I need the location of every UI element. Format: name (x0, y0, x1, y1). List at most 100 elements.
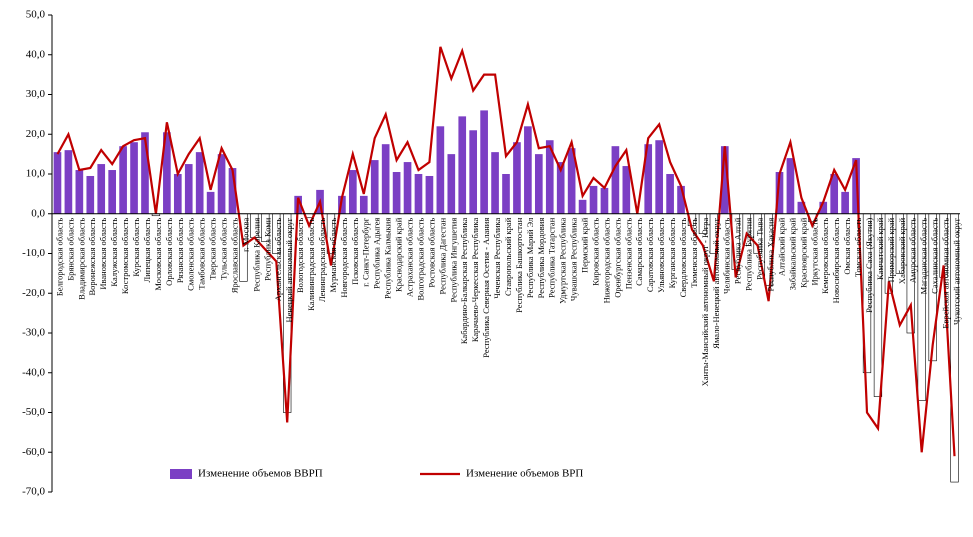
x-tick-label: Республика Мордовия (536, 218, 546, 299)
x-tick-label: Иркутская область (809, 218, 819, 286)
x-tick-label: Алтайский край (776, 217, 786, 276)
bar (513, 142, 521, 214)
x-tick-label: Республика Саха (Якутия) (864, 218, 874, 313)
x-tick-label: Новосибирская область (831, 218, 841, 304)
x-tick-label: Красноярский край (798, 217, 808, 288)
x-tick-label: Московская область (153, 218, 163, 291)
x-tick-label: Чукотский автономный округ (951, 217, 961, 325)
x-tick-label: Омская область (842, 218, 852, 275)
x-tick-label: Ямало-Ненецкий автономный округ (711, 217, 721, 348)
x-tick-label: г. Москва (240, 218, 250, 252)
x-tick-label: Хабаровский край (897, 217, 907, 284)
bar (720, 146, 729, 214)
bar (75, 170, 84, 214)
x-tick-label: Липецкая область (142, 218, 152, 283)
bar (403, 162, 412, 214)
line (56, 46, 956, 457)
bar (195, 152, 204, 214)
x-tick-label: Приморский край (886, 217, 896, 282)
x-tick-label: Ставропольский край (503, 217, 513, 296)
bar (841, 191, 849, 214)
x-tick-label: Республика Карелия (251, 218, 261, 292)
bar (392, 172, 401, 214)
bar (349, 170, 357, 214)
x-tick-label: Оренбургская область (612, 218, 622, 298)
bar (184, 164, 193, 214)
bar (206, 191, 215, 214)
bar (775, 172, 784, 214)
x-tick-label: Пермский край (580, 217, 590, 273)
x-tick-label: Республика Башкортостан (514, 217, 524, 313)
bar (163, 132, 171, 214)
y-tick-label: -70,0 (22, 486, 45, 498)
y-tick-label: 0,0 (31, 207, 45, 219)
bar (381, 144, 390, 214)
x-tick-label: Саратовская область (645, 218, 655, 293)
x-tick-label: г. Санкт-Петербург (361, 217, 371, 286)
bar (491, 152, 499, 214)
bar (425, 175, 434, 214)
bar (414, 174, 423, 214)
x-tick-label: Челябинская область (722, 218, 732, 294)
x-tick-label: Республика Хакасия (766, 218, 776, 292)
x-tick-label: Томская область (853, 218, 863, 277)
bar (797, 201, 806, 214)
x-tick-label: Тюменская область (689, 218, 699, 288)
x-tick-label: Республика Калмыкия (383, 218, 393, 299)
legend-swatch (170, 469, 192, 479)
bar (217, 154, 226, 214)
y-tick-label: -20,0 (22, 287, 45, 299)
bar (655, 140, 663, 214)
bar (53, 152, 62, 214)
x-tick-label: Республика Северная Осетия - Алания (481, 218, 491, 358)
bar (819, 201, 828, 214)
bar (64, 150, 73, 214)
x-tick-label: Тульская область (219, 218, 229, 280)
bar (97, 164, 106, 214)
x-tick-label: Чеченская Республика (492, 218, 502, 299)
y-tick-label: -60,0 (22, 446, 45, 458)
x-tick-label: Ростовская область (426, 218, 436, 288)
x-tick-label: Сахалинская область (930, 218, 940, 294)
x-tick-label: Республика Алтай (733, 217, 743, 284)
y-tick-label: 10,0 (26, 168, 46, 180)
bar (852, 158, 860, 214)
bar (578, 199, 587, 214)
x-tick-label: Самарская область (634, 218, 644, 286)
x-tick-label: Удмуртская Республика (558, 218, 568, 304)
x-tick-label: Вологодская область (295, 218, 305, 293)
x-tick-label: Брянская область (65, 218, 75, 281)
x-tick-label: Ленинградская область (317, 218, 327, 302)
x-tick-label: Ханты-Мансийский автономный округ - Югра (700, 218, 710, 387)
x-tick-label: Еврейская автономная область (941, 218, 951, 329)
bar (502, 174, 510, 214)
x-tick-label: Чувашская Республика (569, 218, 579, 302)
x-tick-label: Республика Бурятия (744, 218, 754, 291)
x-tick-label: Забайкальский край (787, 217, 797, 290)
x-tick-label: Рязанская область (175, 218, 185, 283)
x-tick-label: Пензенская область (623, 218, 633, 290)
bar (359, 195, 368, 214)
x-tick-label: Магаданская область (919, 218, 929, 295)
x-tick-label: Владимирская область (76, 218, 86, 300)
x-tick-label: Краснодарский край (394, 217, 404, 292)
bar (447, 154, 456, 214)
x-tick-label: Мурманская область (328, 218, 338, 293)
x-tick-label: Камчатский край (875, 217, 885, 280)
x-tick-label: Волгоградская область (415, 218, 425, 301)
bar (786, 158, 795, 214)
x-tick-label: Кировская область (590, 218, 600, 286)
y-tick-label: -30,0 (22, 327, 45, 339)
bar (436, 126, 445, 214)
x-tick-label: Тверская область (208, 218, 218, 280)
x-tick-label: Свердловская область (678, 218, 688, 298)
x-tick-label: Новгородская область (339, 218, 349, 298)
x-tick-label: Орловская область (164, 218, 174, 286)
bar (86, 175, 95, 214)
bar (119, 146, 127, 214)
legend-label: Изменение объемов ВВРП (198, 468, 323, 480)
bar (108, 170, 116, 214)
bar (600, 187, 609, 214)
x-tick-label: Республика Ингушетия (448, 218, 458, 303)
